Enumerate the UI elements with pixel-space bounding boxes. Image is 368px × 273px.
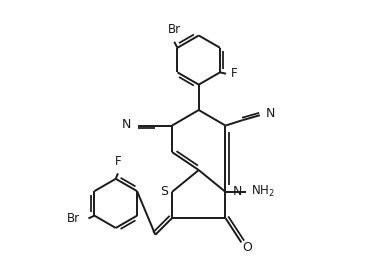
Text: F: F	[230, 67, 237, 80]
Text: NH$_2$: NH$_2$	[251, 184, 275, 200]
Text: Br: Br	[67, 212, 80, 225]
Text: Br: Br	[168, 23, 181, 36]
Text: O: O	[242, 241, 252, 254]
Text: N: N	[122, 118, 132, 131]
Text: N: N	[266, 107, 275, 120]
Text: F: F	[114, 155, 121, 168]
Text: S: S	[160, 185, 168, 198]
Text: N: N	[233, 185, 242, 198]
